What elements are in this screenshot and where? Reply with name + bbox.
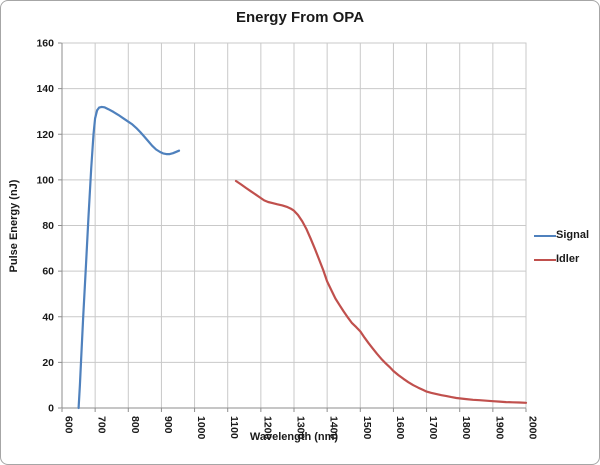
legend: Signal Idler (534, 230, 589, 265)
x-tick-label: 1300 (295, 416, 307, 440)
y-tick-label: 80 (42, 220, 54, 232)
y-tick-label: 40 (42, 311, 54, 323)
legend-entry-idler: Idler (534, 254, 589, 265)
chart-title: Energy From OPA (235, 9, 365, 26)
x-tick-label: 1800 (460, 416, 472, 440)
y-tick-label: 160 (36, 38, 54, 50)
x-tick-label: 700 (96, 416, 108, 434)
legend-label-signal: Signal (556, 229, 590, 241)
y-tick-label: 140 (36, 83, 54, 95)
y-tick-label: 100 (36, 174, 54, 186)
idler-line-swatch (534, 258, 556, 261)
x-tick-label: 900 (162, 416, 174, 434)
x-tick-label: 1400 (328, 416, 340, 440)
x-tick-label: 2000 (527, 416, 539, 440)
series-line-idler (234, 179, 528, 404)
x-tick-label: 1600 (394, 416, 406, 440)
x-tick-label: 1900 (493, 416, 505, 440)
x-tick-label: 1700 (427, 416, 439, 440)
x-tick-label: 1000 (195, 416, 207, 440)
y-tick-label: 60 (42, 266, 54, 278)
signal-line-swatch (534, 234, 556, 237)
x-axis-title: Wavelength (nm) (249, 431, 339, 443)
x-tick-label: 1100 (228, 416, 240, 439)
x-tick-label: 1200 (261, 416, 273, 440)
x-tick-label: 800 (129, 416, 141, 434)
y-tick-label: 120 (36, 129, 54, 141)
y-axis-title: Pulse Energy (nJ) (8, 179, 20, 273)
legend-entry-signal: Signal (534, 230, 589, 241)
y-tick-label: 0 (48, 403, 54, 415)
x-tick-label: 1500 (361, 416, 373, 440)
y-tick-label: 20 (42, 357, 54, 369)
series-line-signal (77, 105, 181, 410)
x-tick-label: 600 (63, 416, 75, 434)
legend-label-idler: Idler (556, 253, 580, 265)
